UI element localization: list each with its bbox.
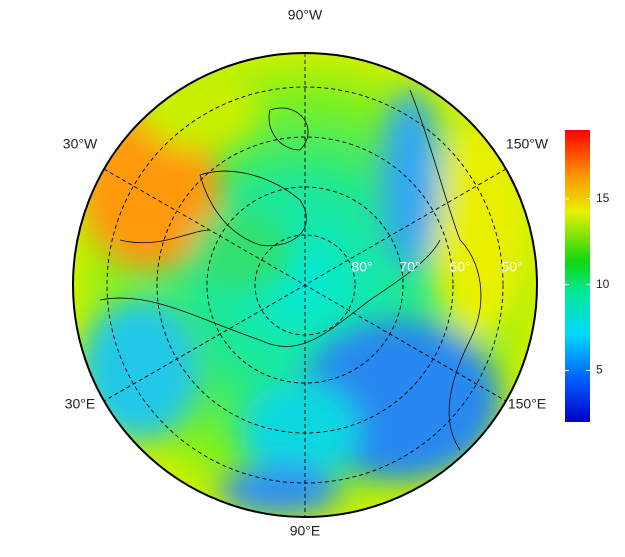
- latitude-label: 60°: [449, 259, 470, 275]
- colorbar-tick-label: 15: [596, 191, 610, 205]
- colorbar-tick-label: 5: [596, 363, 603, 377]
- colorbar: [565, 130, 590, 422]
- longitude-label: 30°W: [63, 136, 98, 152]
- longitude-label: 150°E: [508, 396, 546, 412]
- longitude-label: 90°W: [288, 7, 323, 23]
- longitude-label: 150°W: [506, 136, 549, 152]
- map-field: [73, 53, 537, 517]
- latitude-label: 80°: [351, 259, 372, 275]
- longitude-label: 90°E: [290, 523, 321, 539]
- longitude-label: 30°E: [65, 396, 96, 412]
- latitude-label: 50°: [501, 259, 522, 275]
- latitude-label: 70°: [399, 259, 420, 275]
- graticule: [103, 53, 507, 517]
- colorbar-tick-label: 10: [596, 277, 610, 291]
- map-border: [72, 52, 538, 518]
